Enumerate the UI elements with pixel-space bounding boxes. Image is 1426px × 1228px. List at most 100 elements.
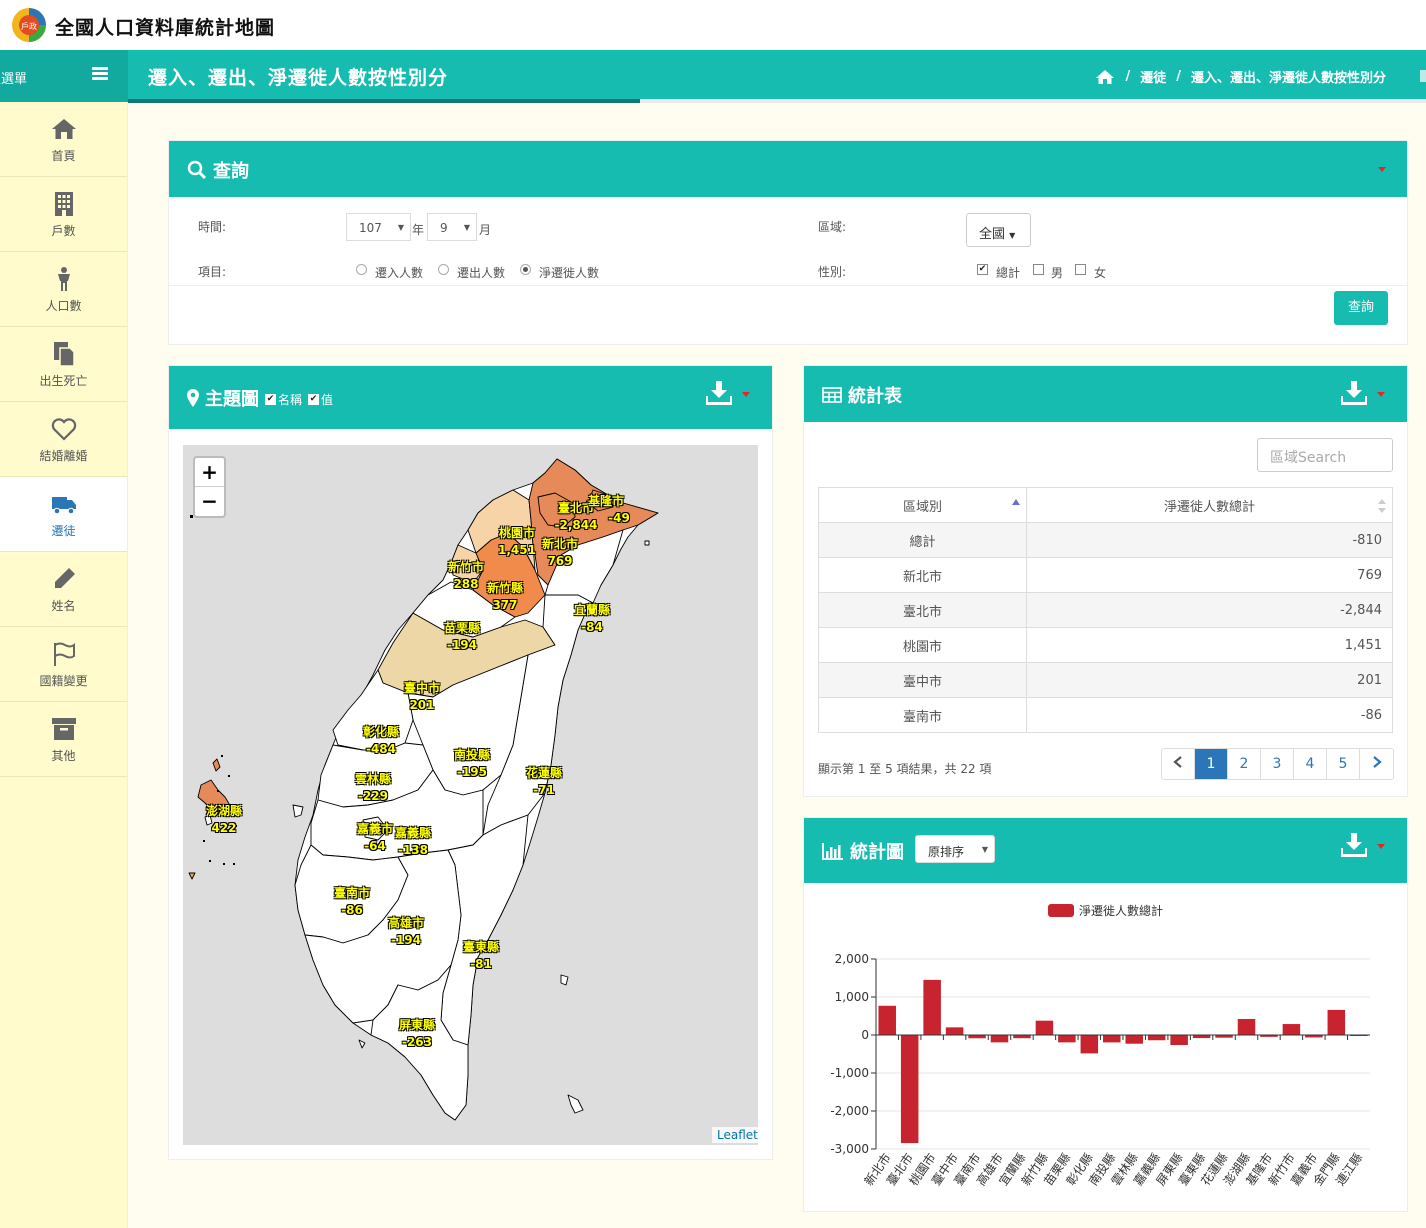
- bar[interactable]: [1035, 1020, 1054, 1035]
- col-header-value[interactable]: 淨遷徙人數總計: [1026, 487, 1393, 523]
- checkbox-total[interactable]: ✔: [977, 264, 988, 275]
- checkbox-male-label[interactable]: 男: [1051, 266, 1064, 280]
- bar[interactable]: [945, 1027, 964, 1035]
- legend-label[interactable]: 淨遷徙人數總計: [1079, 903, 1163, 918]
- bar[interactable]: [1327, 1009, 1346, 1035]
- map-label-taitung[interactable]: 臺東縣 -81: [463, 939, 499, 973]
- checkbox-show-name[interactable]: ✔: [265, 394, 276, 405]
- sidebar-item-names[interactable]: 姓名: [0, 552, 127, 627]
- map-label-chiayi-county[interactable]: 嘉義縣 -138: [395, 825, 431, 859]
- download-caret-icon[interactable]: [742, 392, 750, 397]
- region-dropdown[interactable]: 全國 ▼: [966, 213, 1031, 247]
- checkbox-female[interactable]: [1075, 264, 1086, 275]
- map-label-new-taipei[interactable]: 新北市 769: [542, 536, 578, 570]
- bar[interactable]: [1237, 1018, 1256, 1035]
- map-label-pingtung[interactable]: 屏東縣 -263: [399, 1017, 435, 1051]
- radio-move-in[interactable]: [356, 264, 367, 275]
- page-button-5[interactable]: 5: [1327, 749, 1360, 779]
- bar[interactable]: [1282, 1024, 1301, 1035]
- sidebar-item-nationality[interactable]: 國籍變更: [0, 627, 127, 702]
- radio-net-migration[interactable]: [520, 264, 531, 275]
- sidebar-item-other[interactable]: 其他: [0, 702, 127, 777]
- bar[interactable]: [878, 1005, 896, 1035]
- map-label-keelung[interactable]: 基隆市 -49: [582, 493, 630, 527]
- collapse-caret-icon[interactable]: [1378, 167, 1386, 172]
- year-select[interactable]: 107 ▼: [346, 213, 411, 241]
- map-label-nantou[interactable]: 南投縣 -195: [454, 747, 490, 781]
- checkbox-male[interactable]: [1033, 264, 1044, 275]
- bar[interactable]: [900, 1035, 919, 1144]
- bar[interactable]: [1103, 1035, 1121, 1043]
- bar[interactable]: [1013, 1035, 1031, 1039]
- region-search-input[interactable]: 區域Search: [1257, 438, 1393, 472]
- breadcrumb-item-migration[interactable]: 遷徒: [1140, 71, 1167, 86]
- sidebar-item-migration[interactable]: 遷徒: [0, 477, 127, 552]
- download-caret-icon[interactable]: [1377, 392, 1385, 397]
- checkbox-total-label[interactable]: 總計: [996, 266, 1021, 280]
- map-label-taichung[interactable]: 臺中市 201: [404, 680, 440, 714]
- sidebar-item-birth-death[interactable]: 出生死亡: [0, 327, 127, 402]
- radio-move-out[interactable]: [438, 264, 449, 275]
- map-label-yilan[interactable]: 宜蘭縣 -84: [574, 602, 610, 636]
- page-button-1[interactable]: 1: [1195, 749, 1228, 779]
- page-next-button[interactable]: [1360, 749, 1393, 779]
- map-label-taoyuan[interactable]: 桃園市 1,451: [498, 525, 536, 559]
- bar[interactable]: [1080, 1035, 1099, 1054]
- checkbox-show-value[interactable]: ✔: [308, 394, 320, 405]
- chart-sort-select[interactable]: 原排序 ▼: [915, 835, 995, 863]
- map-label-yunlin[interactable]: 雲林縣 -229: [355, 771, 391, 805]
- leaflet-attribution-link[interactable]: Leaflet: [712, 1127, 763, 1143]
- map-label-hsinchu-county[interactable]: 新竹縣 377: [487, 580, 523, 614]
- main-menu-toggle[interactable]: 主選單: [0, 50, 128, 102]
- map-label-miaoli[interactable]: 苗栗縣 -194: [444, 620, 480, 654]
- page-button-4[interactable]: 4: [1294, 749, 1327, 779]
- bar[interactable]: [923, 979, 941, 1035]
- map-label-tainan[interactable]: 臺南市 -86: [334, 885, 370, 919]
- bar[interactable]: [1058, 1035, 1076, 1043]
- site-title[interactable]: 全國人口資料庫統計地圖: [55, 17, 276, 39]
- bar[interactable]: [990, 1035, 1009, 1043]
- bar[interactable]: [1147, 1035, 1166, 1041]
- checkbox-female-label[interactable]: 女: [1094, 266, 1107, 280]
- download-icon[interactable]: [1340, 380, 1368, 406]
- map-label-changhua[interactable]: 彰化縣 -484: [363, 724, 399, 758]
- legend-swatch[interactable]: [1048, 904, 1074, 917]
- radio-net-migration-label[interactable]: 淨遷徙人數: [539, 266, 600, 280]
- bar[interactable]: [1215, 1035, 1233, 1038]
- map-canvas[interactable]: 臺北市 -2,844 基隆市 -49 桃園市 1,451 新北市 769 新竹市 288 …: [183, 445, 758, 1145]
- map-label-hsinchu-city[interactable]: 新竹市 288: [448, 559, 484, 593]
- logo-icon[interactable]: 戶政: [10, 6, 48, 44]
- home-icon[interactable]: [1095, 69, 1115, 85]
- radio-move-out-label[interactable]: 遷出人數: [457, 266, 506, 280]
- col-header-region[interactable]: 區域別: [818, 487, 1027, 523]
- sidebar-item-home[interactable]: 首頁: [0, 102, 127, 177]
- zoom-out-button[interactable]: −: [201, 489, 218, 513]
- query-panel-header[interactable]: 查詢: [169, 141, 1407, 197]
- map-label-hualien[interactable]: 花蓮縣 -71: [526, 765, 562, 799]
- zoom-in-button[interactable]: +: [195, 458, 224, 487]
- taiwan-map[interactable]: [183, 445, 758, 1145]
- bar[interactable]: [1192, 1035, 1211, 1039]
- hamburger-icon[interactable]: [92, 67, 108, 81]
- sidebar-item-population[interactable]: 人口數: [0, 252, 127, 327]
- bar[interactable]: [968, 1035, 986, 1039]
- sidebar-item-marriage[interactable]: 結婚離婚: [0, 402, 127, 477]
- download-icon[interactable]: [705, 380, 733, 406]
- map-label-kaohsiung[interactable]: 高雄市 -194: [388, 915, 424, 949]
- map-label-chiayi-city[interactable]: 嘉義市 -64: [357, 821, 393, 855]
- bar[interactable]: [1125, 1035, 1143, 1044]
- query-submit-button[interactable]: 查詢: [1334, 291, 1388, 325]
- bar[interactable]: [1170, 1035, 1188, 1045]
- map-label-taipei[interactable]: 臺北市 -2,844: [555, 500, 598, 534]
- download-caret-icon[interactable]: [1377, 844, 1385, 849]
- map-label-penghu[interactable]: 澎湖縣 422: [206, 803, 242, 837]
- month-select[interactable]: 9 ▼: [427, 213, 477, 241]
- page-button-2[interactable]: 2: [1228, 749, 1261, 779]
- page-prev-button[interactable]: [1162, 749, 1195, 779]
- bar[interactable]: [1305, 1035, 1323, 1038]
- download-icon[interactable]: [1340, 832, 1368, 858]
- sidebar-item-households[interactable]: 戶數: [0, 177, 127, 252]
- radio-move-in-label[interactable]: 遷入人數: [375, 266, 424, 280]
- page-button-3[interactable]: 3: [1261, 749, 1294, 779]
- bar[interactable]: [1260, 1035, 1278, 1037]
